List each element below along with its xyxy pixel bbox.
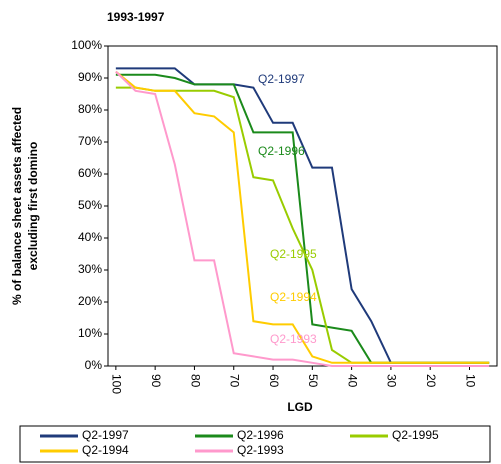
series-line [115,70,490,364]
series-line [115,73,490,364]
x-tick-label: 90 [149,374,163,388]
x-tick-label: 50 [306,374,320,388]
y-tick-label: 10% [78,326,102,340]
line-annotation: Q2-1993 [270,332,317,346]
x-tick-label: 20 [424,374,438,388]
y-tick-label: 20% [78,294,102,308]
series-line [115,67,490,364]
line-annotation: Q2-1995 [270,247,317,261]
y-axis-label: excluding first domino [26,142,40,271]
x-tick-label: 70 [228,374,242,388]
line-annotation: Q2-1997 [258,72,305,86]
line-annotation: Q2-1996 [258,144,305,158]
y-tick-label: 70% [78,134,102,148]
x-tick-label: 80 [188,374,202,388]
y-tick-label: 50% [78,198,102,212]
x-tick-label: 10 [463,374,477,388]
x-tick-label: 100 [110,374,124,394]
y-tick-label: 30% [78,262,102,276]
legend-label: Q2-1994 [82,443,129,457]
y-tick-label: 40% [78,230,102,244]
x-tick-label: 40 [345,374,359,388]
legend-label: Q2-1993 [237,443,284,457]
series-line [115,70,490,367]
x-axis-label: LGD [287,400,313,414]
y-tick-label: 80% [78,102,102,116]
legend-box [19,425,491,463]
chart-title: 1993-1997 [107,10,165,24]
plot-area [107,45,498,367]
legend-label: Q2-1997 [82,428,129,442]
y-tick-label: 60% [78,166,102,180]
x-tick-label: 60 [267,374,281,388]
line-annotation: Q2-1994 [270,290,317,304]
x-tick-label: 30 [385,374,399,388]
y-tick-label: 90% [78,70,102,84]
y-axis-label: % of balance sheet assets affected [10,107,24,305]
legend-label: Q2-1996 [237,428,284,442]
legend-label: Q2-1995 [392,428,439,442]
y-tick-label: 0% [85,358,103,372]
y-tick-label: 100% [71,38,102,52]
